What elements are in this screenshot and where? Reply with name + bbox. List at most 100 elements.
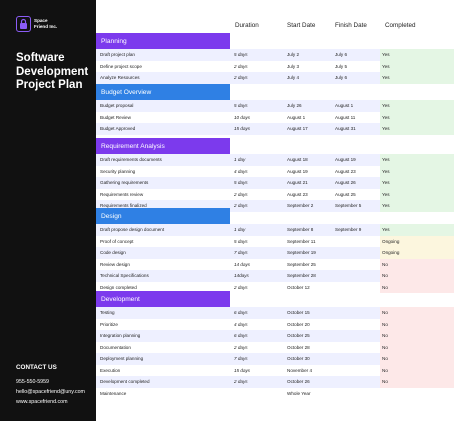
contact-email: hello@spacefriend@uny.com: [16, 389, 85, 395]
column-header-finish-date: Finish Date: [335, 22, 367, 29]
duration-cell: 6 days: [234, 333, 248, 338]
duration-cell: 14 days: [234, 261, 251, 267]
table-row: Prioritize 4 days October 20 No: [96, 318, 454, 330]
start-date-cell: August 1: [287, 114, 306, 120]
task-cell: Code design: [100, 250, 126, 255]
duration-cell: 2 days: [234, 191, 248, 197]
task-cell: Documentation: [100, 344, 131, 350]
lock-icon: [16, 16, 31, 32]
table-row: Documentation 2 days October 28 No: [96, 341, 454, 353]
start-date-cell: October 20: [287, 321, 310, 327]
duration-cell: 7 days: [234, 250, 248, 255]
contact-heading: CONTACT US: [16, 364, 57, 371]
finish-date-cell: August 19: [335, 157, 356, 162]
start-date-cell: July 4: [287, 75, 300, 80]
completed-cell: Ongoing: [380, 235, 454, 247]
completed-cell: No: [380, 281, 454, 293]
task-cell: Testing: [100, 310, 115, 315]
table-row: Code design 7 days September 19 Ongoing: [96, 247, 454, 259]
finish-date-cell: July 5: [335, 63, 348, 69]
table-row: Budget proposal 5 days July 26 August 1 Yes: [96, 100, 454, 112]
table-row: Integration planning 6 days October 25 No: [96, 330, 454, 342]
duration-cell: 7 days: [234, 356, 248, 361]
duration-cell: 4 days: [234, 168, 248, 174]
start-date-cell: October 26: [287, 379, 310, 384]
completed-cell: Yes: [380, 60, 454, 72]
table-row: Analyze Resources 2 days July 4 July 6 Yes: [96, 72, 454, 84]
task-cell: Analyze Resources: [100, 75, 140, 80]
table-row: Review design 14 days September 25 No: [96, 258, 454, 270]
task-cell: Development completed: [100, 379, 150, 384]
completed-cell: No: [380, 341, 454, 353]
contact-phone: 955-550-5959: [16, 379, 49, 385]
duration-cell: 2 days: [234, 203, 248, 208]
table-row: Draft requirements documents 1 day August …: [96, 154, 454, 166]
duration-cell: 2 days: [234, 379, 248, 384]
completed-cell: No: [380, 364, 454, 376]
duration-cell: 2 days: [234, 344, 248, 350]
task-cell: Define project scope: [100, 63, 142, 69]
duration-cell: 5 days: [234, 103, 248, 108]
start-date-cell: August 23: [287, 191, 308, 197]
start-date-cell: August 19: [287, 168, 308, 174]
start-date-cell: September 25: [287, 261, 316, 267]
start-date-cell: September 8: [287, 227, 314, 232]
table-row: Technical Specifications 14days September …: [96, 270, 454, 282]
section-header: Development: [96, 291, 230, 307]
completed-cell: Yes: [380, 165, 454, 177]
duration-cell: 1 day: [234, 157, 246, 162]
completed-cell: No: [380, 307, 454, 319]
brand-name: Space Friend Inc.: [34, 18, 58, 29]
duration-cell: 15 days: [234, 367, 251, 373]
task-cell: Execution: [100, 367, 121, 373]
task-cell: Requirements review: [100, 191, 144, 197]
brand-logo: Space Friend Inc.: [16, 16, 58, 32]
table-row: Budget Review 10 days August 1 August 11 Yes: [96, 111, 454, 123]
section-header: Planning: [96, 33, 230, 49]
table-row: Deployment planning 7 days October 30 No: [96, 353, 454, 365]
task-cell: Proof of concept: [100, 238, 134, 244]
start-date-cell: October 15: [287, 310, 310, 315]
duration-cell: 6 days: [234, 310, 248, 315]
task-cell: Maintenance: [100, 390, 127, 396]
completed-cell: Yes: [380, 154, 454, 166]
duration-cell: 10 days: [234, 114, 251, 120]
completed-cell: Yes: [380, 100, 454, 112]
completed-cell: No: [380, 376, 454, 388]
column-header-duration: Duration: [235, 22, 259, 29]
table-row: Execution 15 days November 4 No: [96, 364, 454, 376]
start-date-cell: September 2: [287, 203, 314, 208]
finish-date-cell: September 5: [335, 203, 362, 208]
task-cell: Draft requirements documents: [100, 157, 162, 162]
finish-date-cell: August 25: [335, 191, 356, 197]
table-row: Requirements review 2 days August 23 August…: [96, 188, 454, 200]
table-row: Budget Approved 15 days August 17 August 31…: [96, 123, 454, 135]
contact-website: www.spacefriend.com: [16, 399, 68, 405]
task-cell: Technical Specifications: [100, 273, 149, 278]
sidebar: Space Friend Inc. Software Development P…: [0, 0, 96, 421]
completed-cell: Yes: [380, 200, 454, 212]
duration-cell: 2 days: [234, 63, 248, 69]
completed-cell: No: [380, 270, 454, 282]
completed-cell: Yes: [380, 177, 454, 189]
start-date-cell: July 26: [287, 103, 302, 108]
start-date-cell: August 21: [287, 180, 308, 185]
completed-cell: No: [380, 318, 454, 330]
completed-cell: Yes: [380, 49, 454, 61]
task-cell: Requirements finalized: [100, 203, 147, 208]
column-header-completed: Completed: [385, 22, 416, 29]
table-row: Requirements finalized 2 days September 2 S…: [96, 200, 454, 212]
start-date-cell: October 25: [287, 333, 310, 338]
completed-cell: No: [380, 330, 454, 342]
table-row: Draft propose design document 1 day Septem…: [96, 224, 454, 236]
task-cell: Draft propose design document: [100, 227, 165, 232]
duration-cell: 4 days: [234, 321, 248, 327]
task-cell: Prioritize: [100, 321, 118, 327]
task-cell: Integration planning: [100, 333, 141, 338]
start-date-cell: October 12: [287, 284, 310, 290]
start-date-cell: October 28: [287, 344, 310, 350]
table-row: Testing 6 days October 15 No: [96, 307, 454, 319]
finish-date-cell: July 6: [335, 75, 348, 80]
completed-cell: No: [380, 353, 454, 365]
start-date-cell: August 17: [287, 126, 308, 131]
